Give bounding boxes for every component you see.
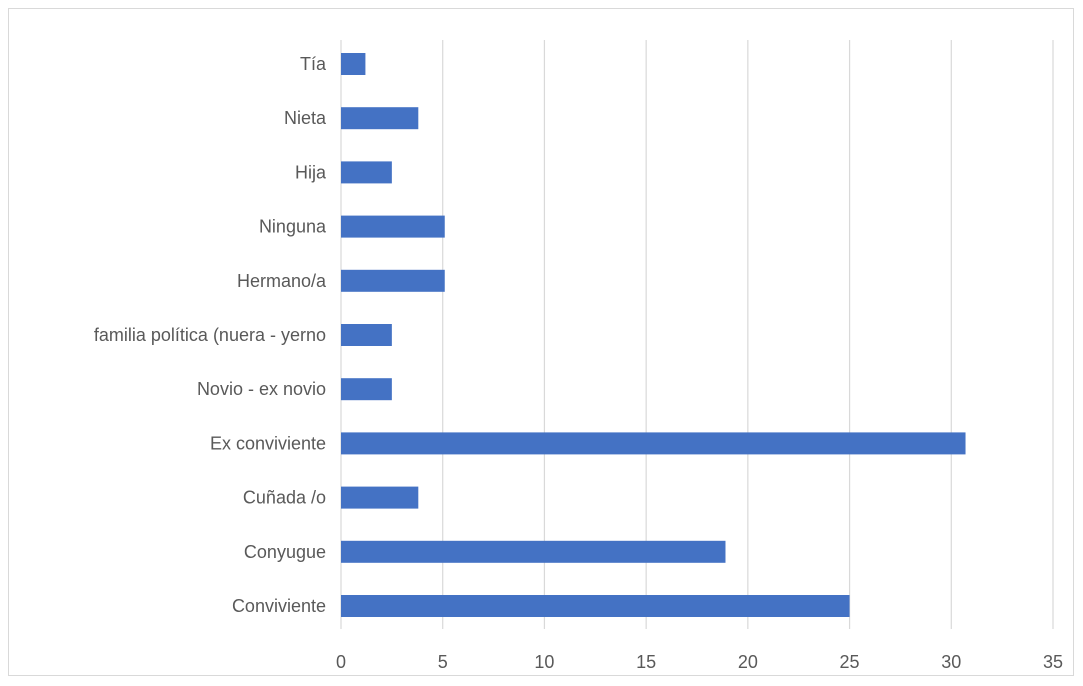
category-label: Nieta [284,108,327,128]
category-label: Novio - ex novio [197,379,326,399]
bar [341,269,445,292]
x-tick-label: 10 [534,652,554,672]
x-tick-label: 25 [840,652,860,672]
x-axis-tick-labels: 0 5 10 15 20 25 30 35 [336,652,1063,672]
bar [341,161,392,184]
x-tick-label: 0 [336,652,346,672]
x-tick-label: 5 [438,652,448,672]
category-label: Tía [300,54,327,74]
category-axis-labels: Tía Nieta Hija Ninguna Hermano/a familia po… [94,54,327,616]
x-tick-label: 30 [941,652,961,672]
category-label: Conviviente [232,596,326,616]
category-label: familia política (nuera - yerno [94,325,326,345]
bar [341,595,850,617]
bar [341,378,392,401]
bar-series [341,53,966,617]
bar [341,324,392,346]
category-label: Hermano/a [237,271,327,291]
category-label: Hija [295,162,327,182]
bar [341,53,366,75]
x-tick-label: 35 [1043,652,1063,672]
category-label: Conyugue [244,542,326,562]
x-gridlines [340,40,1054,629]
x-tick-label: 20 [738,652,758,672]
bar [341,486,419,509]
bar [341,107,419,130]
x-tick-label: 15 [636,652,656,672]
category-label: Ninguna [259,217,327,237]
bar [341,432,966,455]
category-label: Cuñada /o [243,488,326,508]
chart-frame [8,8,1074,676]
bar [341,540,726,563]
bar [341,215,445,238]
category-label: Ex conviviente [210,433,326,453]
